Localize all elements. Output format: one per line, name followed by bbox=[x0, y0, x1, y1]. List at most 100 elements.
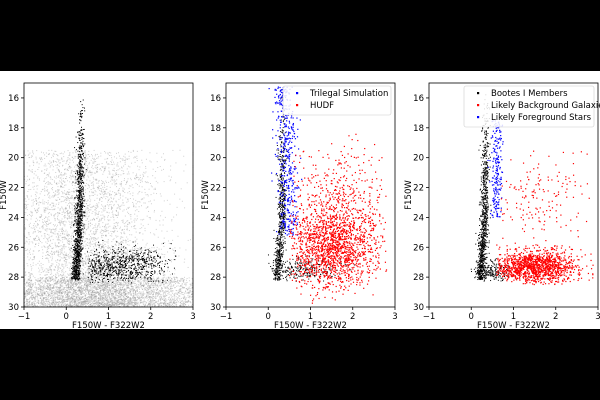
field-points-point bbox=[148, 263, 150, 265]
field-points-point bbox=[63, 272, 65, 274]
field-points-point bbox=[97, 204, 99, 206]
field-points-point bbox=[109, 272, 111, 274]
field-points-point bbox=[89, 172, 91, 174]
field-points-point bbox=[113, 228, 115, 230]
field-points-point bbox=[54, 269, 56, 271]
field-points-point bbox=[96, 301, 98, 303]
field-points-point bbox=[50, 302, 52, 304]
field-points-point bbox=[95, 229, 97, 231]
field-points-point bbox=[163, 283, 165, 285]
field-points-point bbox=[59, 298, 61, 300]
field-points-point bbox=[39, 240, 41, 242]
field-points-point bbox=[46, 238, 48, 240]
field-points-point bbox=[86, 208, 88, 210]
field-points-point bbox=[140, 299, 142, 301]
field-points-point bbox=[87, 244, 89, 246]
field-points-point bbox=[44, 228, 46, 230]
field-points-point bbox=[171, 297, 173, 299]
field-points-point bbox=[86, 259, 88, 261]
field-points-point bbox=[121, 181, 123, 183]
field-points-point bbox=[36, 239, 38, 241]
field-points-point bbox=[121, 241, 123, 242]
field-points-point bbox=[88, 247, 90, 249]
field-points-point bbox=[174, 269, 176, 271]
field-points-point bbox=[52, 297, 54, 299]
field-points-point bbox=[42, 257, 44, 259]
field-points-point bbox=[101, 191, 103, 193]
field-points-point bbox=[126, 280, 128, 282]
field-points-point bbox=[90, 301, 92, 303]
field-points-point bbox=[62, 164, 64, 166]
field-points-point bbox=[162, 253, 164, 255]
field-points-point bbox=[73, 242, 75, 244]
field-points-point bbox=[71, 295, 73, 297]
field-points-point bbox=[69, 221, 71, 223]
field-points-point bbox=[102, 271, 104, 273]
field-points-point bbox=[125, 183, 127, 185]
field-points-point bbox=[57, 266, 59, 268]
field-points-point bbox=[62, 241, 64, 243]
field-points-point bbox=[74, 284, 76, 286]
field-points-point bbox=[161, 253, 163, 255]
field-points-point bbox=[146, 267, 148, 269]
field-points-point bbox=[99, 280, 101, 282]
field-points-point bbox=[134, 161, 136, 163]
field-points-point bbox=[109, 219, 111, 221]
field-points-point bbox=[123, 228, 125, 230]
field-points-point bbox=[40, 213, 42, 215]
field-points-point bbox=[44, 220, 46, 222]
field-points-point bbox=[50, 214, 52, 216]
field-points-point bbox=[111, 179, 113, 181]
field-points-point bbox=[103, 217, 105, 219]
field-points-point bbox=[91, 185, 93, 186]
field-points-point bbox=[30, 214, 32, 216]
field-points-point bbox=[130, 294, 132, 296]
field-points-point bbox=[58, 231, 60, 233]
field-points-point bbox=[50, 236, 52, 238]
field-points-point bbox=[124, 302, 126, 304]
field-points-point bbox=[68, 218, 70, 219]
field-points-point bbox=[74, 189, 76, 191]
field-points-point bbox=[48, 245, 50, 247]
field-points-point bbox=[65, 271, 67, 273]
field-points-point bbox=[36, 161, 38, 163]
field-points-point bbox=[53, 176, 55, 178]
field-points-point bbox=[69, 269, 71, 271]
field-points-point bbox=[163, 200, 165, 202]
field-points-point bbox=[45, 202, 47, 203]
field-points-point bbox=[65, 184, 67, 186]
field-points-point bbox=[108, 173, 110, 175]
field-points-point bbox=[114, 247, 116, 249]
field-points-point bbox=[73, 299, 75, 301]
field-points-point bbox=[144, 282, 146, 284]
field-points-point bbox=[48, 153, 50, 155]
field-points-point bbox=[69, 223, 71, 225]
field-points-point bbox=[47, 162, 49, 164]
field-points-point bbox=[117, 225, 119, 227]
field-points-point bbox=[47, 268, 49, 270]
field-points-point bbox=[38, 236, 40, 238]
field-points-point bbox=[96, 252, 98, 254]
field-points-point bbox=[139, 282, 141, 284]
field-points-point bbox=[48, 237, 50, 239]
field-points-point bbox=[110, 163, 112, 165]
field-points-point bbox=[64, 251, 66, 253]
field-points-point bbox=[57, 246, 59, 248]
field-points-point bbox=[127, 273, 129, 275]
field-points-point bbox=[53, 300, 55, 302]
field-points-point bbox=[144, 257, 146, 259]
field-points-point bbox=[98, 264, 100, 266]
field-points-point bbox=[147, 195, 149, 197]
field-points-point bbox=[105, 234, 107, 236]
field-points-point bbox=[128, 158, 130, 160]
field-points-point bbox=[34, 198, 36, 200]
field-points-point bbox=[38, 178, 40, 180]
field-points-point bbox=[74, 150, 76, 152]
field-points-point bbox=[167, 270, 168, 272]
field-points-point bbox=[31, 169, 33, 171]
field-points-point bbox=[34, 304, 36, 306]
field-points-point bbox=[115, 279, 117, 281]
field-points-point bbox=[60, 302, 62, 304]
field-points-point bbox=[160, 302, 162, 304]
field-points-point bbox=[68, 240, 70, 242]
